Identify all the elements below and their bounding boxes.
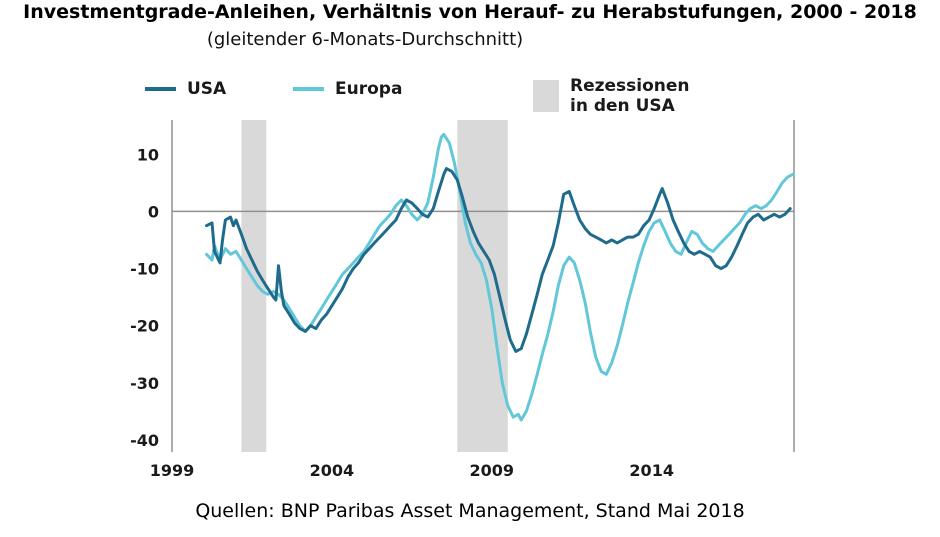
europa-line-swatch bbox=[293, 87, 324, 91]
chart-title: Investmentgrade-Anleihen, Verhältnis von… bbox=[23, 1, 917, 23]
line-chart: 10 0 -10 -20 -30 -40 1999 2004 2009 2014 bbox=[130, 120, 795, 480]
y-tick-label: -20 bbox=[130, 317, 159, 336]
usa-line-swatch bbox=[145, 87, 176, 91]
legend-label-europa: Europa bbox=[335, 79, 403, 99]
y-tick-label: -30 bbox=[130, 374, 159, 393]
usa-series-line bbox=[205, 167, 792, 353]
y-tick-label: 10 bbox=[137, 145, 159, 164]
x-tick-label: 2004 bbox=[310, 461, 355, 480]
recession-band-1 bbox=[457, 120, 508, 452]
legend-label-recession: Rezessionen in den USA bbox=[570, 76, 690, 117]
y-tick-label: -40 bbox=[130, 431, 159, 450]
chart-legend: USA Europa Rezessionen in den USA bbox=[0, 76, 940, 116]
x-tick-label: 2009 bbox=[470, 461, 515, 480]
y-tick-label: 0 bbox=[148, 202, 159, 221]
recession-band-0 bbox=[241, 120, 267, 452]
chart-subtitle: (gleitender 6-Monats-Durchschnitt) bbox=[206, 29, 524, 50]
x-tick-label: 1999 bbox=[150, 461, 195, 480]
recession-band-swatch bbox=[533, 80, 559, 113]
legend-label-recession-line1: Rezessionen bbox=[570, 76, 690, 96]
legend-item-recession: Rezessionen in den USA bbox=[533, 76, 690, 117]
x-tick-label: 2014 bbox=[629, 461, 674, 480]
legend-label-usa: USA bbox=[187, 79, 227, 99]
legend-label-recession-line2: in den USA bbox=[570, 96, 675, 117]
legend-item-usa: USA bbox=[145, 79, 226, 99]
y-tick-label: -10 bbox=[130, 260, 159, 279]
source-caption: Quellen: BNP Paribas Asset Management, S… bbox=[195, 500, 745, 522]
legend-item-europa: Europa bbox=[293, 79, 402, 99]
